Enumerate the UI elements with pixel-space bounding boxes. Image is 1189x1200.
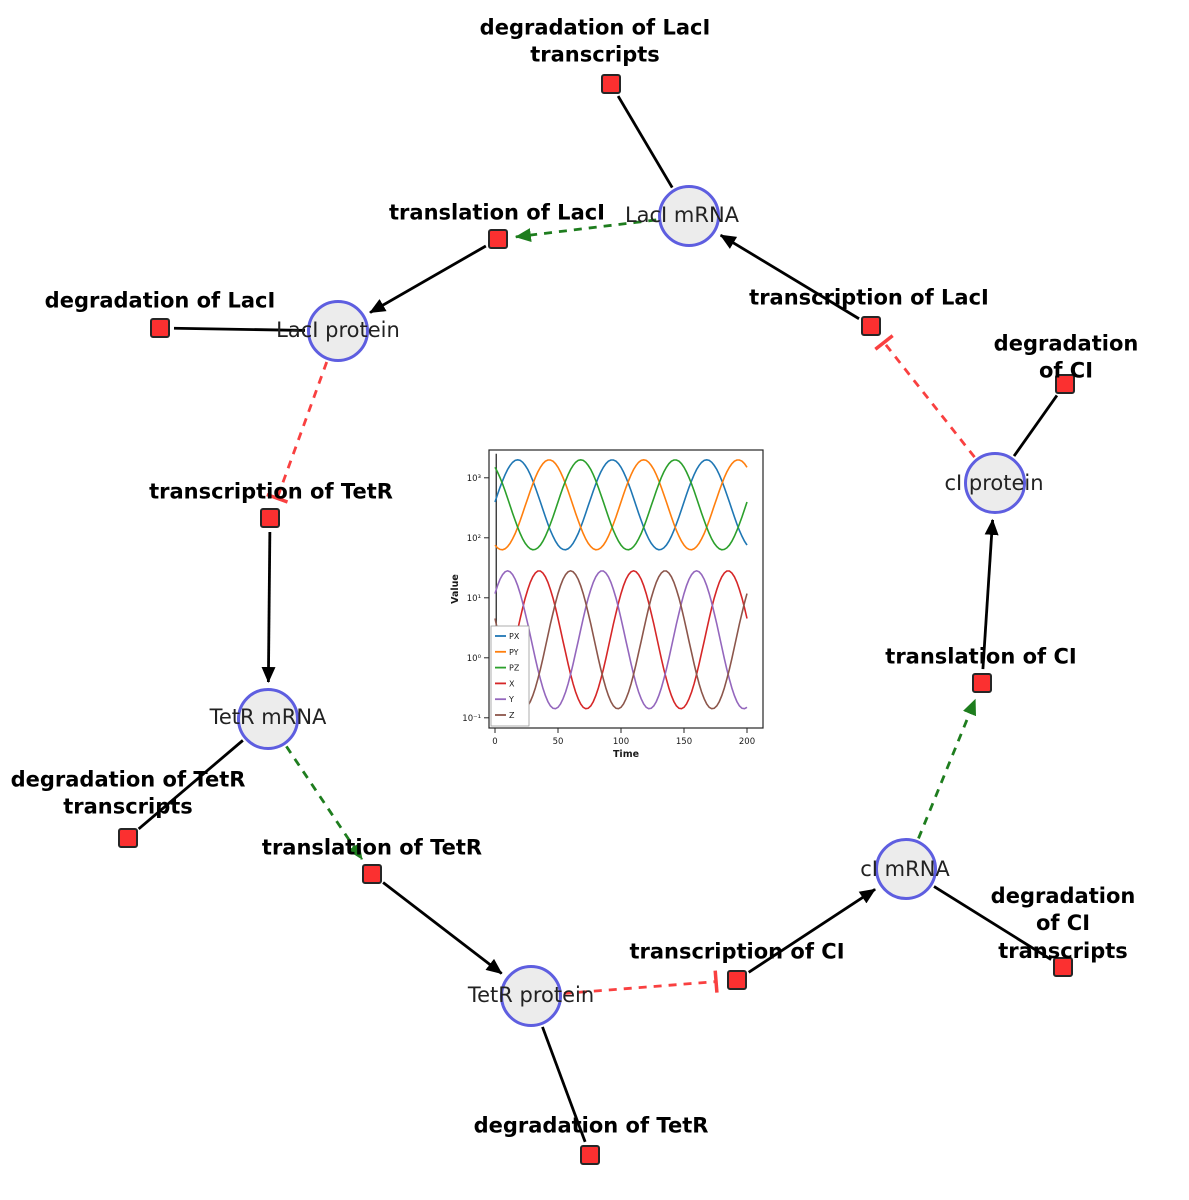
y-tick-label: 10¹ bbox=[467, 594, 481, 604]
legend-label-Y: Y bbox=[508, 695, 514, 704]
x-tick-label: 150 bbox=[676, 737, 692, 747]
edge-production-translation-of-laci-to-laci-protein bbox=[369, 244, 487, 314]
edge-consumption-tetr-protein-to-degradation-of-tetr bbox=[541, 1026, 587, 1143]
series-line-Z bbox=[494, 569, 748, 710]
x-tick-label: 200 bbox=[739, 737, 755, 747]
y-tick-label: 10³ bbox=[467, 474, 481, 484]
edge-consumption-laci-mrna-to-degradation-of-laci-transcripts bbox=[616, 95, 674, 189]
x-tick-label: 0 bbox=[492, 737, 497, 747]
series-line-PY bbox=[494, 458, 748, 551]
legend-label-X: X bbox=[509, 679, 515, 688]
legend-label-PZ: PZ bbox=[509, 664, 520, 673]
x-axis-label: Time bbox=[613, 749, 639, 760]
series-line-X bbox=[494, 569, 748, 710]
x-tick-label: 100 bbox=[613, 737, 629, 747]
edge-consumption-ci-protein-to-degradation-of-ci bbox=[1012, 394, 1059, 457]
edge-production-translation-of-tetr-to-tetr-protein bbox=[382, 881, 503, 975]
inhibition-bar-ci-protein-to-transcription-of-laci bbox=[874, 334, 894, 351]
series-line-PZ bbox=[494, 458, 748, 551]
edge-modifier-laci-mrna-to-translation-of-laci bbox=[514, 218, 657, 243]
y-axis-label: Value bbox=[450, 574, 461, 604]
edge-inhibition-tetr-protein-to-transcription-of-ci bbox=[563, 980, 717, 995]
y-tick-label: 10⁻¹ bbox=[462, 714, 481, 724]
series-line-PX bbox=[494, 458, 748, 551]
legend-label-PX: PX bbox=[509, 632, 520, 641]
edge-consumption-tetr-mrna-to-degradation-of-tetr-transcripts bbox=[137, 739, 244, 830]
y-tick-label: 10² bbox=[467, 534, 481, 544]
edge-consumption-laci-protein-to-degradation-of-laci bbox=[173, 326, 306, 332]
edge-modifier-tetr-mrna-to-translation-of-tetr bbox=[285, 745, 364, 860]
edge-production-transcription-of-laci-to-laci-mrna bbox=[719, 233, 860, 320]
y-tick-label: 10⁰ bbox=[467, 654, 482, 664]
edge-inhibition-ci-protein-to-transcription-of-laci bbox=[882, 341, 976, 458]
edge-inhibition-laci-protein-to-transcription-of-tetr bbox=[275, 361, 329, 499]
edge-production-transcription-of-ci-to-ci-mrna bbox=[747, 888, 876, 974]
edge-modifier-ci-mrna-to-translation-of-ci bbox=[917, 698, 977, 839]
series-line-Y bbox=[494, 569, 748, 710]
legend-label-PY: PY bbox=[509, 648, 519, 657]
chart-axes-box bbox=[488, 449, 764, 729]
inset-time-series-chart: 10⁻¹ 10⁰ 10¹ 10² 10³ 0 50 100 150 200 Time Value PX P… bbox=[445, 440, 770, 765]
inhibition-bar-laci-protein-to-transcription-of-tetr bbox=[266, 492, 289, 504]
edge-production-translation-of-ci-to-ci-protein bbox=[981, 518, 999, 670]
legend-box bbox=[490, 625, 530, 727]
x-tick-label: 50 bbox=[553, 737, 564, 747]
legend-label-Z: Z bbox=[509, 711, 515, 720]
edge-consumption-ci-mrna-to-degradation-of-ci-transcripts bbox=[933, 885, 1052, 961]
inhibition-bar-tetr-protein-to-transcription-of-ci bbox=[713, 970, 719, 993]
edge-production-transcription-of-tetr-to-tetr-mrna bbox=[261, 531, 276, 684]
